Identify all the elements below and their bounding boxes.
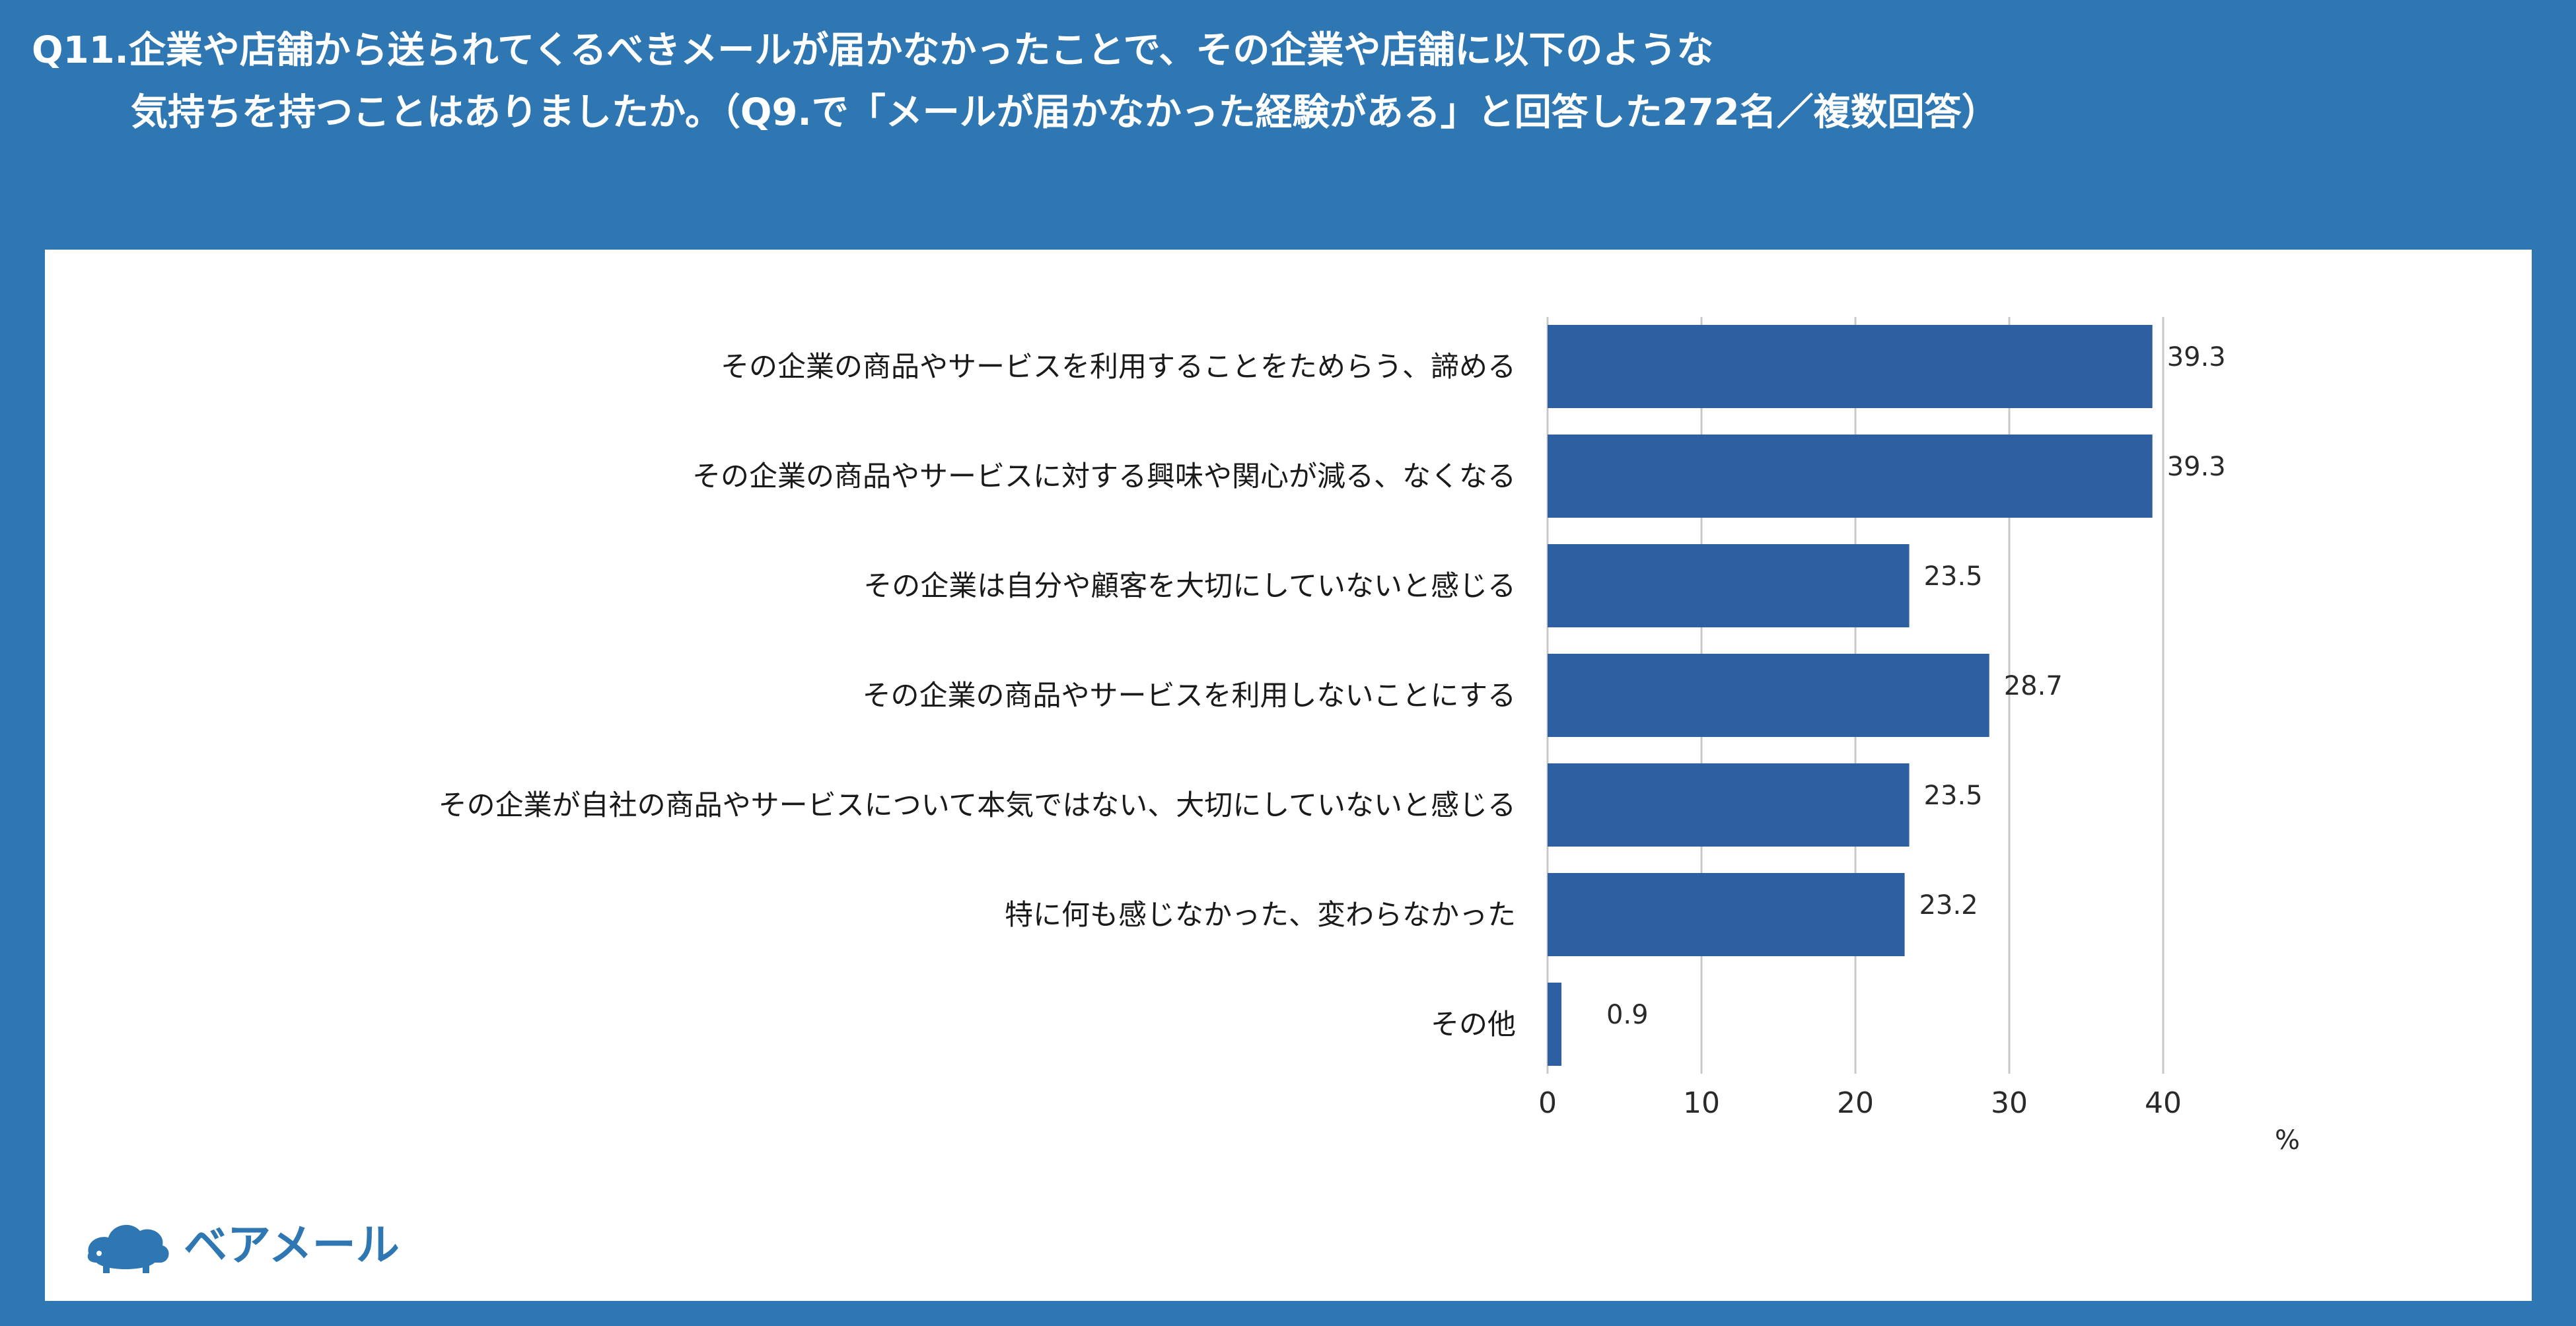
chart-panel	[45, 250, 2532, 1301]
bars	[1548, 325, 2153, 1066]
value-label: 28.7	[2004, 671, 2063, 701]
value-label: 0.9	[1606, 1000, 1649, 1030]
x-tick-label: 0	[1538, 1086, 1557, 1120]
x-tick-label: 20	[1837, 1086, 1874, 1120]
category-label: その企業の商品やサービスを利用しないことにする	[863, 680, 1516, 713]
category-label: その企業は自分や顧客を大切にしていないと感じる	[863, 570, 1516, 603]
category-label: その企業が自社の商品やサービスについて本気ではない、大切にしていないと感じる	[439, 789, 1516, 822]
bar	[1548, 654, 1989, 737]
value-labels: 39.3 39.3 23.5 28.7 23.5 23.2 0.9	[1606, 342, 2226, 1030]
value-label: 23.5	[1924, 561, 1983, 592]
category-label: その企業の商品やサービスに対する興味や関心が減る、なくなる	[692, 460, 1516, 493]
title-line-2: 気持ちを持つことはありましたか。（Q9.で「メールが届かなかった経験がある」と回…	[131, 91, 1999, 134]
category-label: その企業の商品やサービスを利用することをためらう、諦める	[721, 351, 1516, 384]
value-label: 23.5	[1924, 781, 1983, 811]
bar	[1548, 544, 1910, 627]
title-line-1: Q11.企業や店舗から送られてくるべきメールが届かなかったことで、その企業や店舗…	[32, 29, 1714, 72]
value-label: 23.2	[1919, 890, 1978, 921]
x-tick-label: 40	[2145, 1086, 2182, 1120]
bar	[1548, 435, 2153, 518]
category-labels: その企業の商品やサービスを利用することをためらう、諦めるその企業の商品やサービス…	[439, 351, 1516, 1041]
category-label: その他	[1431, 1008, 1516, 1041]
brand-logo-text: ベアメール	[184, 1220, 400, 1271]
bar	[1548, 325, 2153, 408]
bear-cloud-logo-icon	[87, 1224, 169, 1273]
x-axis-ticks: 0 10 20 30 40	[1538, 1086, 2182, 1120]
x-axis-unit-label: %	[2275, 1125, 2300, 1156]
x-tick-label: 10	[1683, 1086, 1720, 1120]
bar	[1548, 873, 1905, 956]
bar	[1548, 983, 1561, 1066]
x-tick-label: 30	[1991, 1086, 2028, 1120]
category-label: 特に何も感じなかった、変わらなかった	[1005, 899, 1516, 932]
brand-logo: ベアメール	[79, 1202, 400, 1274]
value-label: 39.3	[2167, 342, 2226, 372]
value-label: 39.3	[2167, 452, 2226, 482]
bar	[1548, 763, 1910, 847]
chart-title: Q11.企業や店舗から送られてくるべきメールが届かなかったことで、その企業や店舗…	[32, 20, 2542, 144]
